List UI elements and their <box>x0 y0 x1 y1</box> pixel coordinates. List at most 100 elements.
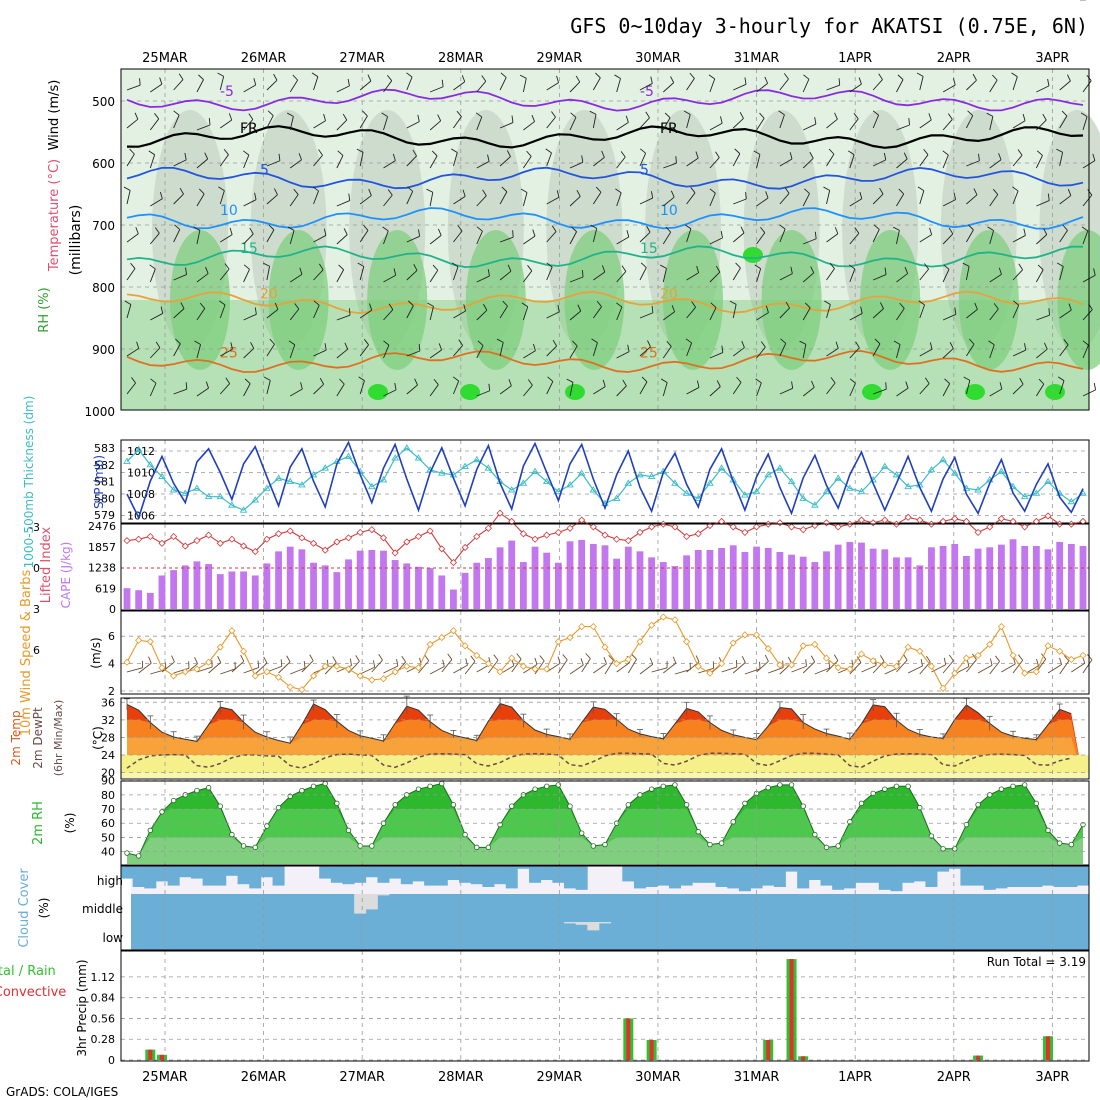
wind-barb <box>173 308 185 319</box>
cape-bar <box>799 556 807 609</box>
rh-shade-green <box>860 230 921 370</box>
wind-barb <box>639 153 647 167</box>
cape-bar <box>380 550 387 609</box>
wind-barb-flag <box>230 342 233 350</box>
wind-barb-flag <box>1057 376 1065 382</box>
wind-barb <box>686 114 691 129</box>
wind-barb-flag <box>224 263 230 270</box>
wind-barb-flag <box>992 74 998 81</box>
thickness-point <box>776 464 784 471</box>
thickness-point <box>169 486 178 493</box>
wind-barb-flag <box>1038 378 1045 385</box>
wind-barb <box>732 153 741 167</box>
wind-barb-flag <box>998 153 1002 160</box>
cape-axis-title: CAPE (J/kg) <box>59 542 73 609</box>
date-label-top: 28MAR <box>438 51 484 66</box>
wind-barb-flag <box>689 72 695 79</box>
wind-barb-flag <box>136 341 140 349</box>
wind-barb-flag <box>967 110 974 116</box>
wind-barb <box>522 78 527 93</box>
wind-speed-point <box>834 664 842 672</box>
wind-barb-flag <box>799 340 807 345</box>
wind-barb <box>686 157 699 167</box>
wind-barb-flag <box>338 264 344 271</box>
wind-barb <box>546 381 554 395</box>
wind-barb <box>1001 663 1016 673</box>
wind-barb-flag <box>814 231 817 239</box>
wind-barb-flag <box>286 112 294 117</box>
thickness-point <box>1020 492 1029 500</box>
wind-barb-flag <box>992 188 999 195</box>
wind-barb <box>383 194 393 207</box>
wind-barb <box>989 159 1002 169</box>
wind-barb-flag <box>993 303 999 310</box>
wind-speed-point <box>286 683 294 691</box>
wind-barb-flag <box>804 188 810 194</box>
cape-bar <box>904 557 912 609</box>
wind-speed-point <box>636 638 644 646</box>
wind-barb <box>453 81 466 91</box>
wind-barb-flag <box>784 187 790 194</box>
rh2m-point <box>648 786 655 792</box>
precip-convective-legend: Convective <box>0 985 66 1000</box>
wind-barb-flag <box>358 376 365 382</box>
wind-barb <box>942 313 957 321</box>
wind-barb-flag <box>134 112 139 120</box>
li-point <box>578 516 586 524</box>
wind-barb-flag <box>462 189 466 197</box>
rh2m-point <box>544 783 550 790</box>
wind-barb-flag <box>488 383 491 391</box>
wind-barb-flag <box>696 380 700 388</box>
wind-barb <box>639 664 654 675</box>
wind-barb <box>336 200 350 207</box>
cape-bar <box>193 561 201 609</box>
wind-barb <box>814 667 830 675</box>
wind-barb-flag <box>828 661 831 669</box>
wind-barb-flag <box>274 302 279 310</box>
wind-barb-flag <box>651 305 654 313</box>
wind-barb-flag <box>313 300 320 306</box>
wind-barb-flag <box>139 78 141 86</box>
thickness-point <box>472 455 481 463</box>
wind-barb-flag <box>393 268 397 276</box>
temp-tick: 28 <box>101 731 115 744</box>
cloud-bar-middle <box>354 894 367 914</box>
wind-barb <box>732 662 746 674</box>
wind-barb <box>196 79 204 93</box>
rh2m-point <box>1033 800 1040 807</box>
wind-barb <box>826 347 839 357</box>
wind-barb <box>476 390 490 397</box>
wind-barb-flag <box>154 227 160 234</box>
wind-barb <box>989 79 998 93</box>
cloud-bar-high <box>622 866 635 882</box>
wind-barb <box>266 266 271 281</box>
cape-tick: 2476 <box>88 520 116 533</box>
wind-barb <box>686 342 693 357</box>
date-label-top: 1APR <box>838 51 872 66</box>
wind-barb <box>336 348 349 359</box>
cloud-bar-high <box>785 866 798 872</box>
wind-speed-point <box>601 643 609 651</box>
wind-barb-flag <box>721 345 724 353</box>
wind-barb-flag <box>546 262 553 268</box>
wind-barb <box>896 230 900 245</box>
li-point <box>986 523 994 531</box>
wind-barb-flag <box>218 186 225 191</box>
li-point <box>344 534 353 542</box>
wind-barb <box>231 660 245 673</box>
li-point <box>251 547 259 556</box>
rh2m-point <box>345 827 352 834</box>
precip-convective-bar <box>789 959 794 1060</box>
wind-barb-flag <box>765 305 769 313</box>
wind-barb <box>383 116 389 131</box>
wind-barb-flag <box>1080 112 1088 117</box>
wind-barb <box>289 194 299 207</box>
wind-barb-flag <box>664 112 671 119</box>
li-point <box>1021 523 1029 531</box>
wind-barb-flag <box>580 658 584 666</box>
wind-barb <box>709 237 723 245</box>
wind-barb <box>593 663 607 674</box>
slp-tick: 1006 <box>127 510 155 523</box>
rh2m-point <box>940 846 946 852</box>
wind-barb <box>802 193 810 207</box>
